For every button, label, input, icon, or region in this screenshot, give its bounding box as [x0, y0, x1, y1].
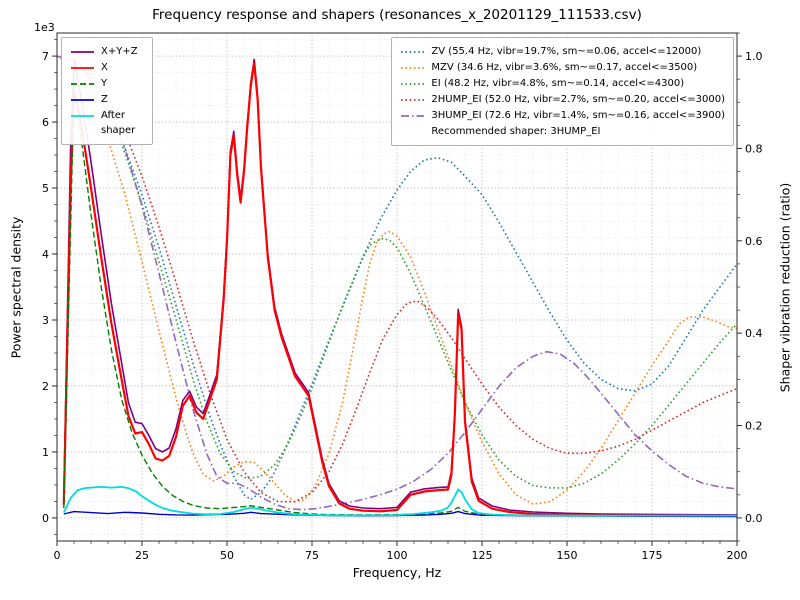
y-right-tick-label: 0.6 — [745, 235, 763, 248]
x-axis-label: Frequency, Hz — [352, 565, 442, 580]
shaper-legend: ZV (55.4 Hz, vibr=19.7%, sm~=0.06, accel… — [391, 37, 734, 146]
legend-label: X — [101, 62, 108, 73]
recommended-shaper-text: Recommended shaper: 3HUMP_EI — [431, 126, 601, 137]
series-line-3hump-ei — [57, 55, 737, 511]
series-line-after-shaper — [62, 486, 737, 517]
y-left-tick-label: 1 — [42, 446, 49, 459]
x-tick-label: 150 — [557, 549, 578, 562]
legend-item-x-y-z: X+Y+Z — [70, 44, 144, 59]
y-left-tick-label: 7 — [42, 50, 49, 63]
x-tick-label: 75 — [305, 549, 319, 562]
y-left-tick-label: 3 — [42, 314, 49, 327]
legend-label: 3HUMP_EI (72.6 Hz, vibr=1.4%, sm~=0.16, … — [431, 110, 725, 121]
series-line-2hump-ei — [57, 55, 737, 503]
y-right-tick-label: 0.4 — [745, 327, 763, 340]
legend-label: After shaper — [101, 110, 136, 136]
y-right-tick-label: 0.2 — [745, 420, 763, 433]
axis-ticks: 0 25 50 75 100 125 150 175 200 0 1 2 3 4 5 6 7 0.0 0.2 0.4 0… — [42, 32, 763, 562]
legend-item-mzv: MZV (34.6 Hz, vibr=3.6%, sm~=0.17, accel… — [400, 60, 725, 75]
y-left-tick-label: 6 — [42, 116, 49, 129]
legend-line-swatch — [401, 82, 425, 85]
legend-item-2hump-ei: 2HUMP_EI (52.0 Hz, vibr=2.7%, sm~=0.20, … — [400, 92, 725, 107]
x-tick-label: 200 — [727, 549, 748, 562]
psd-curves — [62, 58, 737, 518]
series-line-mzv — [57, 55, 737, 505]
psd-legend: X+Y+Z X Y Z After shaper — [61, 37, 153, 145]
legend-label: X+Y+Z — [101, 46, 138, 57]
series-line-z — [63, 510, 737, 517]
legend-label: MZV (34.6 Hz, vibr=3.6%, sm~=0.17, accel… — [431, 62, 698, 73]
legend-item-z: Z — [70, 92, 144, 107]
right-y-axis-label: Shaper vibration reduction (ratio) — [777, 182, 793, 393]
x-tick-label: 50 — [220, 549, 234, 562]
legend-item-ei: EI (48.2 Hz, vibr=4.8%, sm~=0.14, accel<… — [400, 76, 725, 91]
y-left-tick-label: 4 — [42, 248, 49, 261]
y-left-tick-label: 5 — [42, 182, 49, 195]
legend-label: Y — [101, 78, 108, 89]
x-tick-label: 25 — [135, 549, 149, 562]
x-tick-label: 125 — [472, 549, 493, 562]
chart-title: Frequency response and shapers (resonanc… — [152, 7, 642, 23]
legend-line-swatch — [71, 98, 94, 101]
legend-line-swatch — [71, 114, 94, 117]
legend-label: Z — [101, 94, 108, 105]
series-line-x — [62, 61, 737, 518]
legend-item-y: Y — [70, 76, 144, 91]
legend-line-swatch — [71, 66, 94, 69]
legend-item-3hump-ei: 3HUMP_EI (72.6 Hz, vibr=1.4%, sm~=0.16, … — [400, 108, 725, 123]
series-line-ei — [57, 55, 737, 489]
shaper-curves — [57, 55, 737, 511]
legend-item-x: X — [70, 60, 144, 75]
series-line-y — [63, 81, 737, 517]
legend-item-after-shaper: After shaper — [70, 108, 144, 138]
legend-label: EI (48.2 Hz, vibr=4.8%, sm~=0.14, accel<… — [431, 78, 685, 89]
y-right-tick-label: 0.0 — [745, 512, 763, 525]
legend-item-zv: ZV (55.4 Hz, vibr=19.7%, sm~=0.06, accel… — [400, 44, 725, 59]
y-left-tick-label: 0 — [42, 512, 49, 525]
legend-label: 2HUMP_EI (52.0 Hz, vibr=2.7%, sm~=0.20, … — [431, 94, 725, 105]
x-tick-label: 100 — [387, 549, 408, 562]
legend-label: ZV (55.4 Hz, vibr=19.7%, sm~=0.06, accel… — [431, 46, 702, 57]
y-axis-offset-text: 1e3 — [34, 21, 55, 34]
legend-line-swatch — [401, 114, 425, 117]
legend-line-swatch — [401, 66, 425, 69]
legend-line-swatch — [401, 50, 425, 53]
x-tick-label: 0 — [54, 549, 61, 562]
left-y-axis-label: Power spectral density — [8, 216, 24, 359]
x-tick-label: 175 — [642, 549, 663, 562]
legend-line-swatch — [71, 50, 94, 53]
legend-line-swatch — [401, 98, 425, 101]
y-left-tick-label: 2 — [42, 380, 49, 393]
series-line-zv — [57, 55, 737, 501]
y-right-tick-label: 1.0 — [745, 50, 763, 63]
legend-line-swatch — [71, 82, 94, 85]
y-right-tick-label: 0.8 — [745, 142, 763, 155]
